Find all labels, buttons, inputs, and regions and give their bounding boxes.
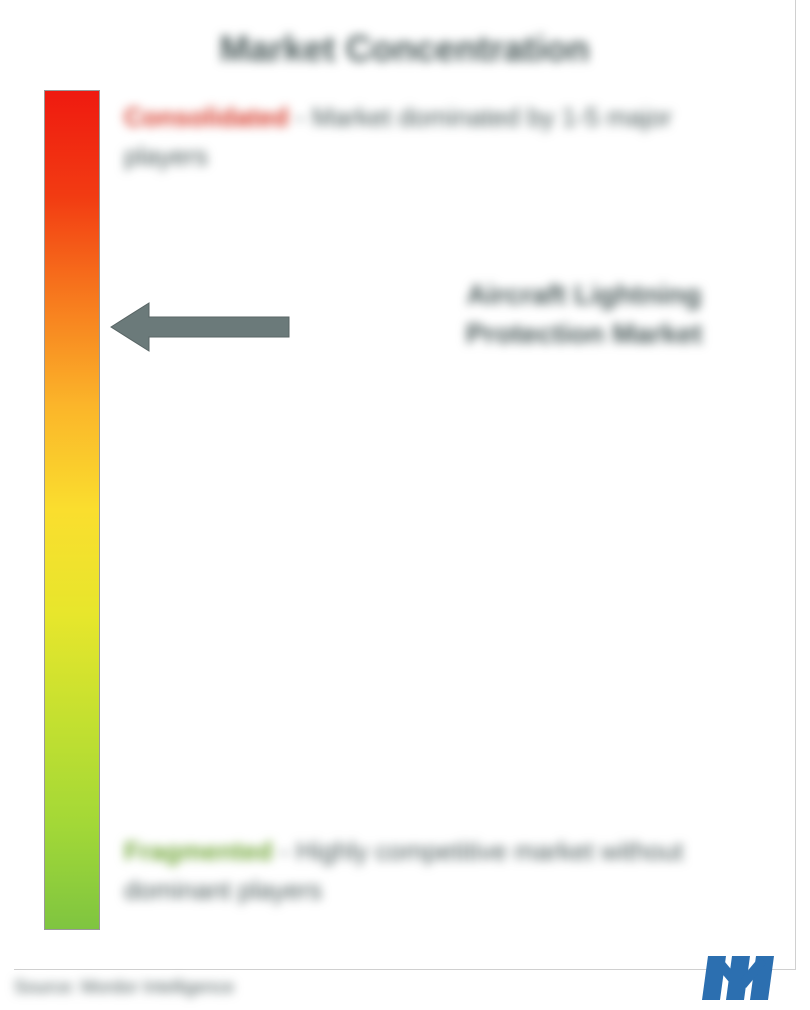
mordor-logo-icon (700, 952, 778, 1004)
consolidated-keyword: Consolidated (124, 102, 289, 132)
indicator-arrow-icon (110, 302, 290, 352)
chart-title: Market Concentration (14, 0, 795, 90)
source-attribution: Source: Mordor Intelligence (14, 977, 234, 998)
concentration-gradient-bar (44, 90, 100, 930)
chart-card: Market Concentration Consolidated - Mark… (14, 0, 796, 970)
consolidated-label: Consolidated - Market dominated by 1-5 m… (124, 98, 744, 176)
chart-content: Consolidated - Market dominated by 1-5 m… (14, 90, 795, 940)
fragmented-keyword: Fragmented (124, 836, 273, 866)
fragmented-label: Fragmented - Highly competitive market w… (124, 832, 744, 910)
market-name-label: Aircraft Lightning Protection Market (394, 275, 774, 353)
